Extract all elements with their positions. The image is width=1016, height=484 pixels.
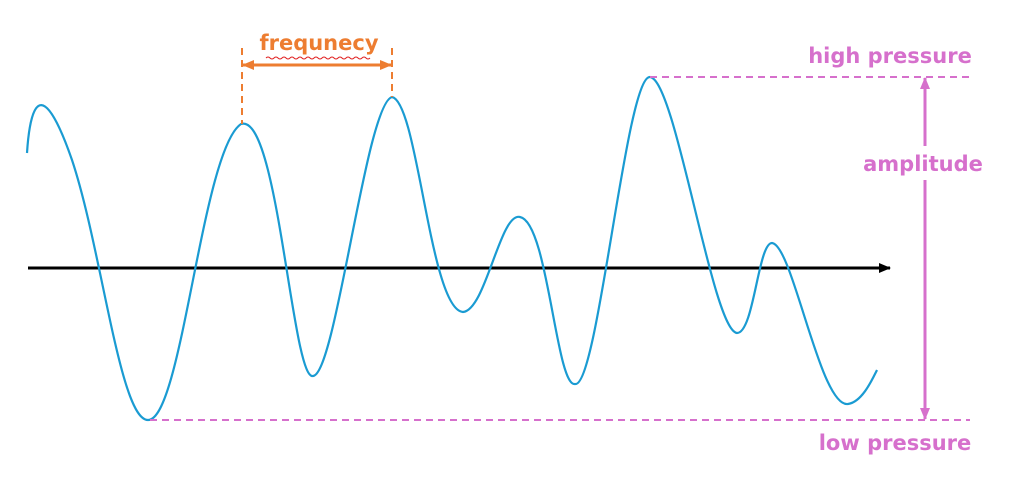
low-pressure-label: low pressure xyxy=(819,431,972,455)
high-pressure-label: high pressure xyxy=(808,44,972,68)
spellcheck-squiggle xyxy=(265,56,371,60)
frequency-label: frequnecy xyxy=(259,31,378,55)
sound-wave-curve xyxy=(25,75,878,422)
amplitude-label: amplitude xyxy=(863,152,983,176)
